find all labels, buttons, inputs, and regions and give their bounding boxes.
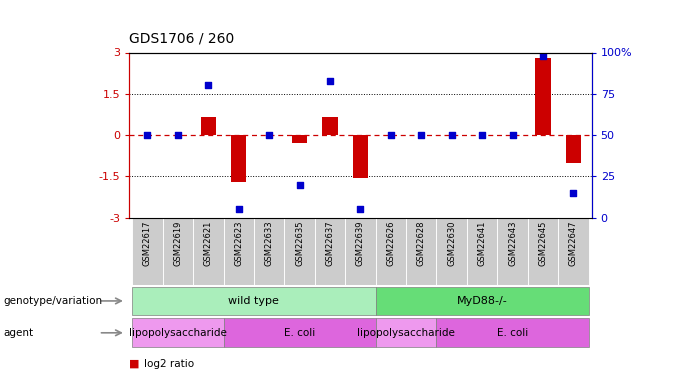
Text: ■: ■ — [129, 359, 139, 369]
Bar — [375, 217, 406, 285]
Text: GSM22630: GSM22630 — [447, 221, 456, 266]
Bar — [406, 217, 437, 285]
Text: lipopolysaccharide: lipopolysaccharide — [357, 328, 455, 338]
Bar — [231, 135, 246, 182]
Text: GSM22637: GSM22637 — [326, 221, 335, 267]
Point — [568, 190, 579, 196]
Point — [537, 53, 548, 59]
Bar — [224, 318, 375, 347]
Text: E. coli: E. coli — [284, 328, 316, 338]
Bar — [437, 217, 467, 285]
Text: GSM22619: GSM22619 — [173, 221, 182, 266]
Text: GSM22626: GSM22626 — [386, 221, 395, 266]
Text: genotype/variation: genotype/variation — [3, 296, 103, 306]
Point — [142, 132, 153, 138]
Point — [203, 82, 214, 88]
Text: agent: agent — [3, 328, 33, 338]
Bar — [254, 217, 284, 285]
Bar — [528, 217, 558, 285]
Text: GSM22628: GSM22628 — [417, 221, 426, 266]
Bar — [315, 217, 345, 285]
Bar — [375, 286, 589, 315]
Bar — [163, 217, 193, 285]
Bar — [201, 117, 216, 135]
Point — [507, 132, 518, 138]
Text: log2 ratio: log2 ratio — [144, 359, 194, 369]
Point — [415, 132, 426, 138]
Text: GSM22617: GSM22617 — [143, 221, 152, 266]
Text: GSM22639: GSM22639 — [356, 221, 365, 266]
Point — [446, 132, 457, 138]
Point — [477, 132, 488, 138]
Bar — [132, 318, 224, 347]
Bar — [132, 286, 375, 315]
Text: GSM22623: GSM22623 — [234, 221, 243, 266]
Bar — [224, 217, 254, 285]
Point — [294, 182, 305, 188]
Text: GSM22621: GSM22621 — [204, 221, 213, 266]
Bar — [497, 217, 528, 285]
Bar — [345, 217, 375, 285]
Text: GSM22645: GSM22645 — [539, 221, 547, 266]
Point — [173, 132, 184, 138]
Text: GSM22633: GSM22633 — [265, 221, 273, 267]
Bar — [132, 217, 163, 285]
Text: GSM22635: GSM22635 — [295, 221, 304, 266]
Text: MyD88-/-: MyD88-/- — [457, 296, 507, 306]
Text: wild type: wild type — [228, 296, 279, 306]
Text: GDS1706 / 260: GDS1706 / 260 — [129, 31, 235, 45]
Point — [264, 132, 275, 138]
Text: GSM22643: GSM22643 — [508, 221, 517, 266]
Text: E. coli: E. coli — [497, 328, 528, 338]
Bar — [558, 217, 589, 285]
Text: GSM22641: GSM22641 — [477, 221, 487, 266]
Text: lipopolysaccharide: lipopolysaccharide — [129, 328, 227, 338]
Bar — [566, 135, 581, 162]
Bar — [322, 117, 337, 135]
Bar — [353, 135, 368, 178]
Point — [233, 206, 244, 212]
Point — [324, 78, 335, 84]
Bar — [284, 217, 315, 285]
Bar — [437, 318, 589, 347]
Bar — [292, 135, 307, 143]
Bar — [535, 58, 551, 135]
Point — [386, 132, 396, 138]
Bar — [375, 318, 437, 347]
Bar — [193, 217, 224, 285]
Point — [355, 206, 366, 212]
Bar — [467, 217, 497, 285]
Text: GSM22647: GSM22647 — [569, 221, 578, 266]
